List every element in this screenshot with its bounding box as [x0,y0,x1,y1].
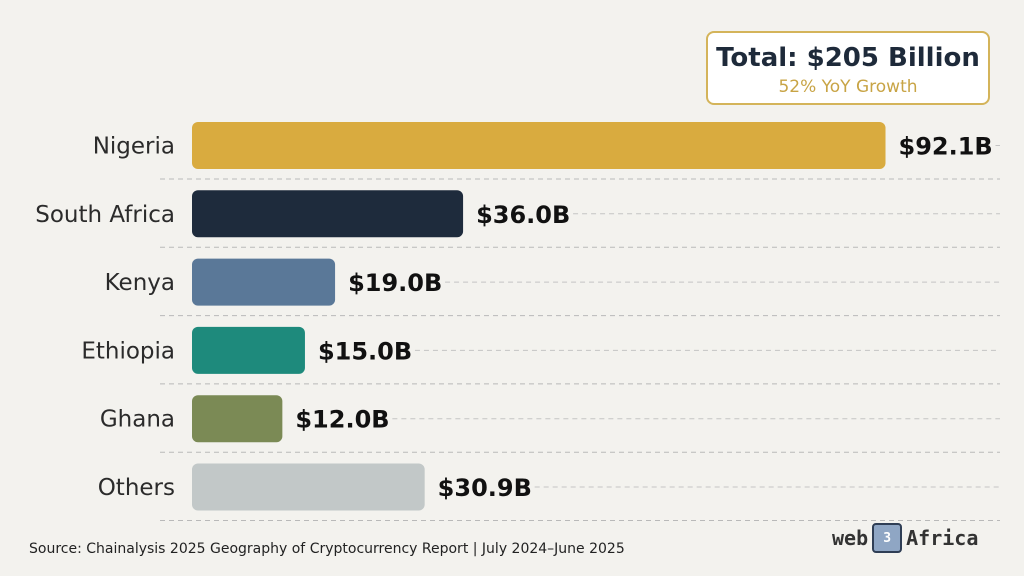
logo-text-left: web [832,526,869,550]
bar-south-africa [192,190,464,238]
bar-others [192,463,425,511]
category-label-south-africa: South Africa [35,202,175,228]
category-label-kenya: Kenya [105,270,175,296]
growth-rate: 52% YoY Growth [778,77,918,97]
category-label-ghana: Ghana [100,407,175,433]
value-label-nigeria: $92.1B [899,133,993,161]
total-value: Total: $205 Billion [716,43,980,73]
bar-ethiopia [192,326,305,374]
value-label-others: $30.9B [438,474,532,502]
cube-icon: 3 [872,523,903,553]
bar-kenya [192,258,336,306]
web3africa-logo: web 3 Africa [832,521,992,555]
value-label-ghana: $12.0B [295,406,389,434]
logo-text-right: Africa [906,526,979,550]
source-note: Source: Chainalysis 2025 Geography of Cr… [29,541,625,557]
category-label-nigeria: Nigeria [93,134,175,160]
value-label-south-africa: $36.0B [476,201,570,229]
bar-nigeria [192,122,886,169]
value-label-kenya: $19.0B [348,269,442,297]
value-label-ethiopia: $15.0B [318,337,412,365]
total-summary-box: Total: $205 Billion 52% YoY Growth [706,31,990,105]
category-label-ethiopia: Ethiopia [81,338,175,364]
bar-ghana [192,395,283,443]
category-label-others: Others [98,475,175,501]
